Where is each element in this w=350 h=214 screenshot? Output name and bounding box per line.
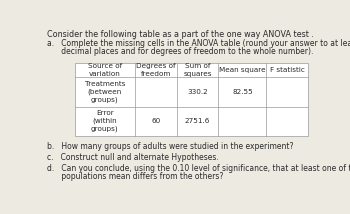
- Text: populations mean differs from the others?: populations mean differs from the others…: [47, 172, 223, 181]
- Text: F statistic: F statistic: [270, 67, 305, 73]
- Text: Consider the following table as a part of the one way ANOVA test .: Consider the following table as a part o…: [47, 30, 314, 39]
- Text: Source of
variation: Source of variation: [88, 63, 122, 77]
- Text: decimal places and for degrees of freedom to the whole number).: decimal places and for degrees of freedo…: [47, 48, 313, 56]
- Text: Degrees of
freedom: Degrees of freedom: [136, 63, 175, 77]
- Text: c.   Construct null and alternate Hypotheses.: c. Construct null and alternate Hypothes…: [47, 153, 219, 162]
- Text: a.   Complete the missing cells in the ANOVA table (round your answer to at leas: a. Complete the missing cells in the ANO…: [47, 39, 350, 48]
- Text: b.   How many groups of adults were studied in the experiment?: b. How many groups of adults were studie…: [47, 142, 294, 151]
- Text: Sum of
squares: Sum of squares: [183, 63, 212, 77]
- Text: d.   Can you conclude, using the 0.10 level of significance, that at least one o: d. Can you conclude, using the 0.10 leve…: [47, 164, 350, 173]
- Text: Mean square: Mean square: [219, 67, 266, 73]
- Text: 82.55: 82.55: [232, 89, 253, 95]
- Text: Error
(within
groups): Error (within groups): [91, 110, 119, 132]
- Text: 330.2: 330.2: [187, 89, 208, 95]
- Text: 60: 60: [151, 118, 160, 124]
- Text: 2751.6: 2751.6: [185, 118, 210, 124]
- Text: Treatments
(between
groups): Treatments (between groups): [85, 81, 125, 103]
